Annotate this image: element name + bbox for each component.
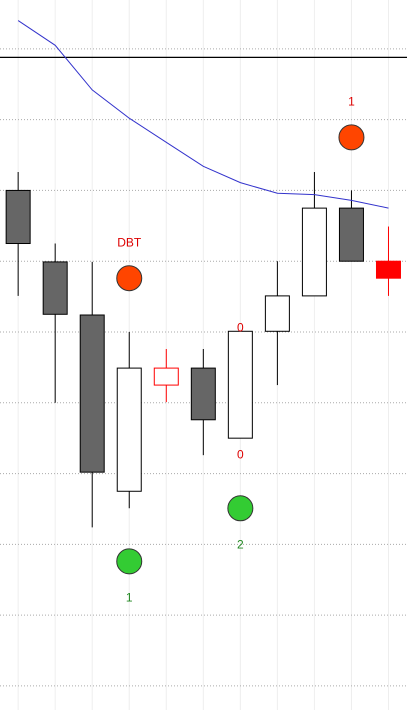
candle-body [375, 260, 401, 279]
signal-label: 2 [237, 537, 244, 551]
signal-marker [116, 265, 143, 292]
signal-label: DBT [117, 235, 142, 249]
signal-label: 1 [348, 94, 355, 108]
moving-average-line [17, 20, 389, 209]
annotation: 0 [237, 447, 244, 461]
candle-body [42, 261, 68, 315]
signal-label: 1 [126, 591, 133, 605]
candle-body [79, 314, 105, 473]
signal-marker [338, 124, 365, 151]
candle-body [264, 295, 290, 332]
signal-marker [227, 495, 254, 522]
candle-body [338, 207, 364, 262]
candle-body [301, 207, 327, 297]
annotation: 0 [237, 321, 244, 335]
candle-body [116, 367, 142, 492]
candle-body [227, 330, 253, 439]
candle-body [5, 189, 31, 245]
signal-marker [116, 548, 143, 575]
candle-body [190, 367, 216, 421]
candle-body [153, 367, 179, 386]
